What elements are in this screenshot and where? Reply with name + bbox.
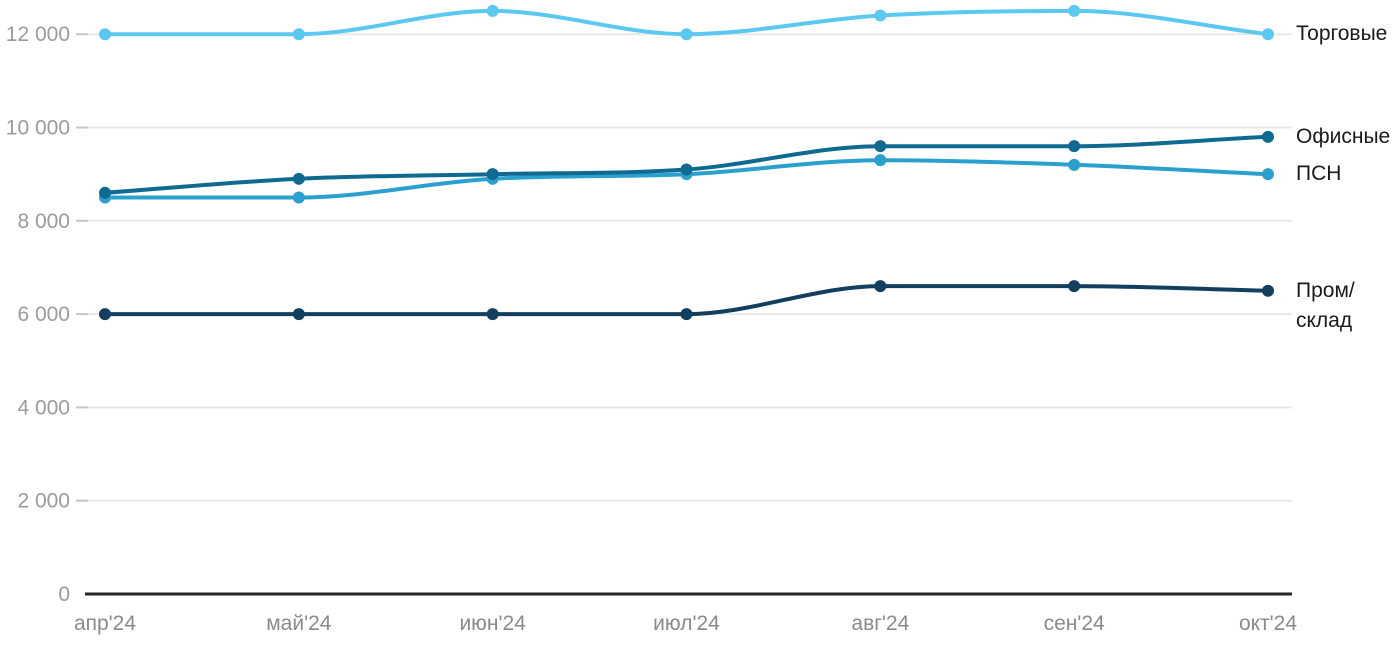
data-point-torgovye-3[interactable] xyxy=(680,28,693,41)
data-point-ofisnye-5[interactable] xyxy=(1068,140,1081,153)
data-point-psn-5[interactable] xyxy=(1068,158,1081,171)
y-tick-label: 4 000 xyxy=(17,396,70,419)
x-axis-label: авг'24 xyxy=(851,612,909,635)
data-point-ofisnye-2[interactable] xyxy=(486,168,499,181)
data-point-prom-sklad-3[interactable] xyxy=(680,308,693,321)
y-tick-label: 8 000 xyxy=(17,210,70,233)
data-point-psn-6[interactable] xyxy=(1262,168,1274,181)
y-tick-label: 2 000 xyxy=(17,490,70,513)
data-point-prom-sklad-6[interactable] xyxy=(1262,284,1274,297)
data-point-ofisnye-1[interactable] xyxy=(292,172,305,185)
data-point-torgovye-1[interactable] xyxy=(292,28,305,41)
legend-label-torgovye: Торговые xyxy=(1296,19,1387,49)
y-tick-label: 12 000 xyxy=(6,23,70,46)
data-point-ofisnye-3[interactable] xyxy=(680,163,693,176)
x-axis-label: сен'24 xyxy=(1044,612,1105,635)
data-point-prom-sklad-4[interactable] xyxy=(874,280,887,293)
legend-label-text-line2: склад xyxy=(1296,308,1353,332)
x-axis-label: окт'24 xyxy=(1239,612,1297,635)
data-point-prom-sklad-1[interactable] xyxy=(292,308,305,321)
legend-label-text: ПСН xyxy=(1296,162,1342,186)
y-tick-label: 0 xyxy=(58,583,70,606)
x-axis-label: май'24 xyxy=(266,612,332,635)
y-tick-label: 6 000 xyxy=(17,303,70,326)
data-point-psn-4[interactable] xyxy=(874,154,887,167)
data-point-torgovye-6[interactable] xyxy=(1262,28,1274,41)
data-point-ofisnye-6[interactable] xyxy=(1262,130,1274,143)
legend-label-text: Торговые xyxy=(1296,22,1388,46)
x-axis-label: июн'24 xyxy=(459,612,526,635)
legend-label-text-line1: Пром/ xyxy=(1296,278,1355,302)
legend-label-text: Офисные xyxy=(1296,124,1391,148)
data-point-prom-sklad-5[interactable] xyxy=(1068,280,1081,293)
data-point-ofisnye-4[interactable] xyxy=(874,140,887,153)
data-point-torgovye-5[interactable] xyxy=(1068,4,1081,17)
data-point-prom-sklad-2[interactable] xyxy=(486,308,499,321)
data-point-torgovye-0[interactable] xyxy=(99,28,111,41)
legend-label-psn: ПСН xyxy=(1296,159,1341,189)
data-point-ofisnye-0[interactable] xyxy=(99,186,111,199)
data-point-psn-1[interactable] xyxy=(292,191,305,204)
data-point-torgovye-4[interactable] xyxy=(874,9,887,22)
legend-label-ofisnye: Офисные xyxy=(1296,122,1390,152)
x-axis-label: июл'24 xyxy=(653,612,720,635)
x-axis-label: апр'24 xyxy=(74,612,136,635)
data-point-prom-sklad-0[interactable] xyxy=(99,308,111,321)
y-tick-label: 10 000 xyxy=(6,117,70,140)
legend-label-prom-sklad: Пром/ склад xyxy=(1296,276,1355,336)
data-point-torgovye-2[interactable] xyxy=(486,4,499,17)
